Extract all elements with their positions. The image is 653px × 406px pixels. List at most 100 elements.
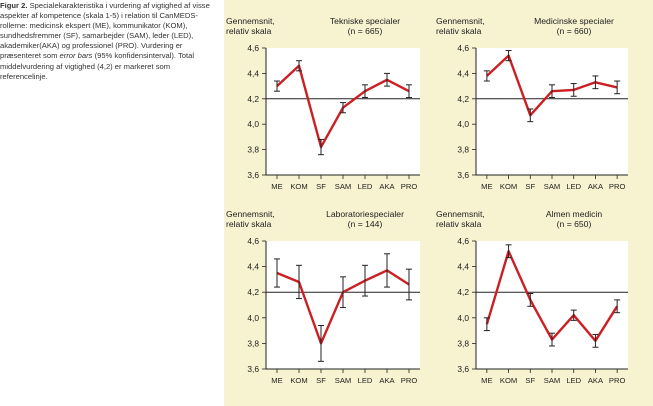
x-tick-label: SF [525,182,535,191]
error-bar [406,84,412,99]
chart-subtitle: (n = 144) [348,219,383,229]
y-axis-label: Gennemsnit, relativ skala [436,16,485,36]
chart-title: Almen medicin [546,209,603,219]
y-tick-label: 4,6 [457,236,469,246]
x-tick-label: ME [481,376,492,385]
chart-subtitle: (n = 650) [557,219,592,229]
y-tick-label: 3,8 [457,145,469,155]
x-tick-label: KOM [290,376,307,385]
x-tick-label: AKA [379,376,395,385]
x-tick-label: PRO [401,376,418,385]
y-tick-label: 3,8 [457,338,469,348]
x-tick-label: ME [271,376,282,385]
error-bar [614,299,621,314]
plot-area [476,48,628,175]
x-tick-label: KOM [500,182,517,191]
error-bar [527,108,534,123]
error-bar [362,264,368,297]
x-tick-label: KOM [500,376,517,385]
y-tick-label: 4,0 [247,119,259,129]
x-tick-label: LED [566,182,581,191]
y-tick-label: 4,4 [247,262,259,272]
error-bar [406,268,412,301]
y-axis-label: Gennemsnit, relativ skala [226,16,275,36]
y-tick-label: 3,8 [247,145,259,155]
y-tick-label: 4,0 [457,119,469,129]
x-tick-label: SAM [335,182,351,191]
y-tick-label: 4,4 [247,68,259,78]
error-bar [318,138,324,156]
error-bar [505,244,512,259]
y-axis-label-line: relativ skala [226,219,272,229]
error-bar [274,258,280,288]
x-tick-label: SF [316,182,326,191]
x-tick-label: LED [566,376,581,385]
error-bar [296,264,302,300]
chart-panel-2: Gennemsnit, relativ skala Medicinske speci… [436,16,628,191]
caption-text: Specialekarakteristika i vurdering af vi… [0,1,210,61]
error-bar [483,70,490,82]
y-tick-label: 4,2 [247,287,259,297]
error-bar [614,80,621,95]
chart-title: Tekniske specialer [330,16,400,26]
x-tick-label: AKA [588,376,604,385]
x-tick-label: ME [271,182,282,191]
y-tick-label: 3,6 [247,170,259,180]
error-bar [527,292,534,307]
chart-panel-1: Gennemsnit, relativ skala Tekniske special… [226,16,420,191]
error-bar [340,276,346,309]
x-tick-label: LED [358,376,373,385]
y-tick-label: 4,0 [457,313,469,323]
error-bar [570,309,577,321]
x-tick-label: AKA [588,182,604,191]
error-bar [570,83,577,97]
y-tick-label: 4,0 [247,313,259,323]
y-axis-label-line: relativ skala [226,26,272,36]
y-axis-label-line: Gennemsnit, [436,16,485,26]
y-axis-label-line: relativ skala [436,26,482,36]
x-tick-label: SAM [544,182,560,191]
y-axis-label-line: Gennemsnit, [436,209,485,219]
y-tick-label: 4,4 [457,68,469,78]
x-tick-label: SF [525,376,535,385]
error-bar [296,60,302,72]
chart-panel-3: Gennemsnit, relativ skala Laboratoriespeci… [226,209,420,385]
figure-caption: Figur 2. Specialekarakteristika i vurder… [0,1,212,82]
error-bar [340,102,346,114]
chart-subtitle: (n = 660) [557,26,592,36]
y-axis-label: Gennemsnit, relativ skala [436,209,485,229]
x-tick-label: PRO [609,376,626,385]
chart-panel-4: Gennemsnit, relativ skala Almen medicin(n … [436,209,628,385]
x-tick-label: ME [481,182,492,191]
y-tick-label: 4,4 [457,262,469,272]
y-tick-label: 4,6 [247,236,259,246]
x-tick-label: SF [316,376,326,385]
y-tick-label: 3,8 [247,338,259,348]
y-axis-label-line: relativ skala [436,219,482,229]
caption-text-end: (95% konfidensinterval). Total middelvur… [0,51,195,81]
error-bar [362,84,368,99]
y-tick-label: 4,6 [457,43,469,53]
error-bar [549,84,555,99]
error-bar [592,333,599,348]
y-tick-label: 4,6 [247,43,259,53]
y-tick-label: 3,6 [247,364,259,374]
error-bar [505,50,512,62]
y-axis-label-line: Gennemsnit, [226,209,275,219]
x-tick-label: PRO [401,182,418,191]
y-tick-label: 4,2 [457,94,469,104]
x-tick-label: PRO [609,182,626,191]
error-bar [592,75,599,90]
x-tick-label: AKA [379,182,395,191]
x-tick-label: SAM [544,376,560,385]
chart-title: Medicinske specialer [534,16,614,26]
chart-subtitle: (n = 665) [348,26,383,36]
x-tick-label: KOM [290,182,307,191]
y-tick-label: 4,2 [247,94,259,104]
y-tick-label: 4,2 [457,287,469,297]
error-bar [483,317,490,332]
figure-label: Figur 2. [0,1,28,10]
x-tick-label: LED [358,182,373,191]
y-axis-label: Gennemsnit, relativ skala [226,209,275,229]
